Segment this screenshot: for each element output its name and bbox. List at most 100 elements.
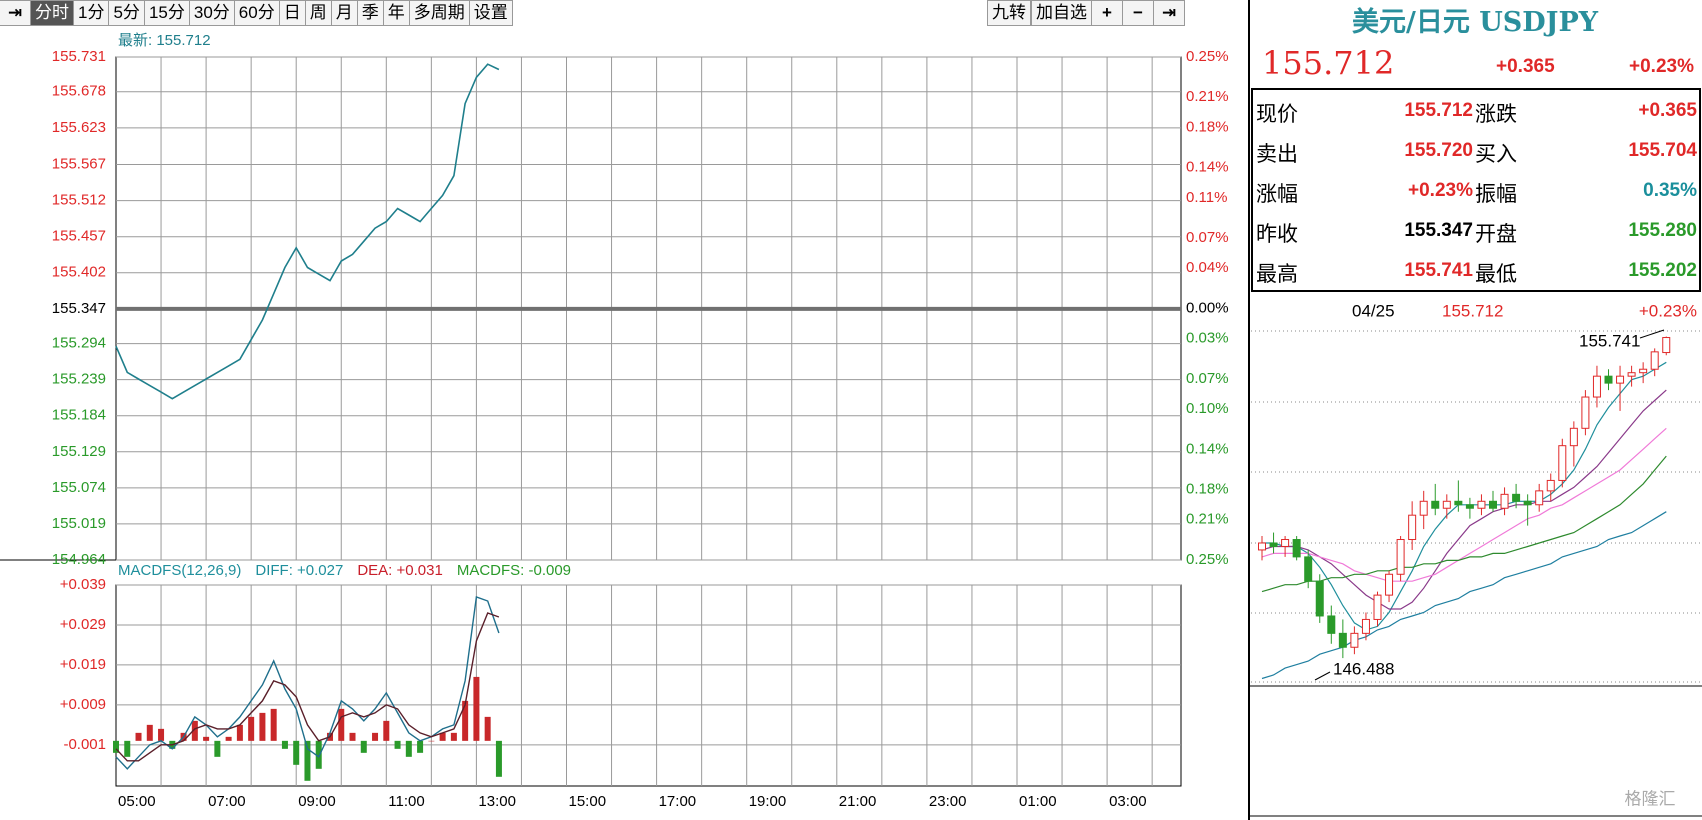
macd-plot-frame bbox=[115, 584, 1182, 787]
macd-bar bbox=[236, 724, 243, 741]
annotation-arrow bbox=[1639, 329, 1665, 339]
candle-body bbox=[1385, 573, 1394, 596]
period-button[interactable]: 月 bbox=[331, 0, 358, 26]
period-toolbar: ⇥ 分时 1分 5分 15分 30分 60分日周月季年多周期 设置 bbox=[0, 0, 513, 26]
quote-change-pct: +0.23% bbox=[1629, 56, 1694, 77]
macd-bar bbox=[304, 740, 311, 781]
y-tick-label: +0.009 bbox=[60, 696, 106, 713]
candle-body bbox=[1627, 372, 1636, 377]
annotation-arrow bbox=[1314, 671, 1331, 681]
quote-label: 卖出 bbox=[1256, 143, 1298, 166]
y-tick-label: 155.678 bbox=[52, 83, 106, 100]
candle-body bbox=[1477, 500, 1486, 509]
macd-bar bbox=[417, 740, 424, 753]
candle-body bbox=[1304, 556, 1313, 582]
icon-button[interactable]: − bbox=[1123, 0, 1154, 26]
toggle-button[interactable]: ⇥ bbox=[0, 0, 31, 26]
period-button[interactable]: 年 bbox=[383, 0, 410, 26]
quote-value: 155.741 bbox=[1404, 260, 1473, 281]
macd-bar bbox=[259, 712, 266, 741]
x-tick-label: 17:00 bbox=[659, 793, 697, 810]
y-tick-label: 155.623 bbox=[52, 119, 106, 136]
macd-bar bbox=[495, 740, 502, 777]
macd-legend: MACDFS(12,26,9) bbox=[118, 562, 241, 579]
candle-body bbox=[1662, 337, 1671, 354]
quote-value: 155.704 bbox=[1628, 140, 1697, 161]
y2-tick-label: 0.10% bbox=[1186, 400, 1229, 417]
candle-body bbox=[1373, 594, 1382, 620]
macd-bar bbox=[383, 720, 390, 741]
quote-label: 开盘 bbox=[1475, 223, 1517, 246]
period-button[interactable]: 分时 bbox=[31, 0, 74, 26]
icon-button[interactable]: ⇥ bbox=[1154, 0, 1185, 26]
period-button[interactable]: 日 bbox=[279, 0, 306, 26]
candle-body bbox=[1350, 632, 1359, 648]
candle-body bbox=[1558, 445, 1567, 481]
quote-table: 现价 155.712 涨跌 +0.365 卖出 155.720 买入 155.704 涨幅 +0.… bbox=[1251, 88, 1701, 292]
quote-label: 最高 bbox=[1256, 263, 1298, 286]
action-button[interactable]: 九转 bbox=[987, 0, 1031, 26]
latest-label: 最新: 155.712 bbox=[118, 32, 211, 49]
quote-price: 155.712 bbox=[1262, 44, 1395, 82]
period-button[interactable]: 设置 bbox=[469, 0, 513, 26]
y2-tick-label: 0.03% bbox=[1186, 330, 1229, 347]
y2-tick-label: 0.04% bbox=[1186, 259, 1229, 276]
period-button[interactable]: 季 bbox=[357, 0, 384, 26]
candle-body bbox=[1535, 490, 1544, 506]
candle-body bbox=[1512, 493, 1521, 502]
candle-body bbox=[1639, 368, 1648, 374]
action-button[interactable]: 加自选 bbox=[1031, 0, 1092, 26]
y2-tick-label: 0.11% bbox=[1186, 189, 1227, 206]
x-tick-label: 07:00 bbox=[208, 793, 246, 810]
icon-button[interactable]: + bbox=[1092, 0, 1123, 26]
macd-bar bbox=[349, 732, 356, 741]
candle-body bbox=[1315, 580, 1324, 617]
y2-tick-label: 0.14% bbox=[1186, 440, 1229, 457]
quote-title: 美元/日元 USDJPY bbox=[1351, 7, 1599, 38]
x-tick-label: 13:00 bbox=[478, 793, 516, 810]
quote-change: +0.365 bbox=[1496, 56, 1555, 77]
macd-bar bbox=[214, 740, 221, 757]
candle-body bbox=[1338, 632, 1347, 648]
candle-body bbox=[1327, 615, 1336, 634]
candle-body bbox=[1361, 618, 1370, 634]
y-tick-label: 155.512 bbox=[52, 192, 106, 209]
y-tick-label: +0.029 bbox=[60, 616, 106, 633]
x-tick-label: 01:00 bbox=[1019, 793, 1057, 810]
macd-bar bbox=[394, 740, 401, 749]
macd-legend: DIFF: +0.027 bbox=[255, 562, 343, 579]
y-tick-label: +0.019 bbox=[60, 656, 106, 673]
period-button[interactable]: 5分 bbox=[109, 0, 145, 26]
candle-body bbox=[1431, 500, 1440, 509]
candle-body bbox=[1454, 500, 1463, 506]
y2-tick-label: 0.25% bbox=[1186, 48, 1229, 65]
candle-body bbox=[1419, 500, 1428, 516]
period-button[interactable]: 30分 bbox=[189, 0, 235, 26]
y-tick-label: 155.129 bbox=[52, 443, 106, 460]
x-tick-label: 03:00 bbox=[1109, 793, 1147, 810]
macd-bar bbox=[338, 708, 345, 741]
diff-line bbox=[115, 596, 500, 770]
period-button[interactable]: 1分 bbox=[74, 0, 110, 26]
quote-label: 涨幅 bbox=[1256, 183, 1298, 206]
y-tick-label: +0.039 bbox=[60, 576, 106, 593]
macd-bar bbox=[270, 708, 277, 741]
quote-value: 155.202 bbox=[1628, 260, 1697, 281]
period-button[interactable]: 多周期 bbox=[409, 0, 470, 26]
candle-body bbox=[1269, 542, 1278, 547]
y-tick-label: 155.184 bbox=[52, 407, 106, 424]
candle-body bbox=[1500, 493, 1509, 509]
quote-row: 卖出 155.720 买入 155.704 bbox=[1253, 130, 1699, 170]
period-button[interactable]: 15分 bbox=[144, 0, 190, 26]
y-tick-label: 155.457 bbox=[52, 228, 106, 245]
quote-row: 涨幅 +0.23% 振幅 0.35% bbox=[1253, 170, 1699, 210]
period-button[interactable]: 60分 bbox=[234, 0, 280, 26]
candle-body bbox=[1581, 396, 1590, 429]
candle-body bbox=[1281, 539, 1290, 547]
dea-line bbox=[115, 612, 500, 762]
y-tick-label: -0.001 bbox=[63, 736, 106, 753]
y-tick-label: 155.239 bbox=[52, 371, 106, 388]
period-button[interactable]: 周 bbox=[305, 0, 332, 26]
watermark: 格隆汇 bbox=[1625, 789, 1676, 808]
